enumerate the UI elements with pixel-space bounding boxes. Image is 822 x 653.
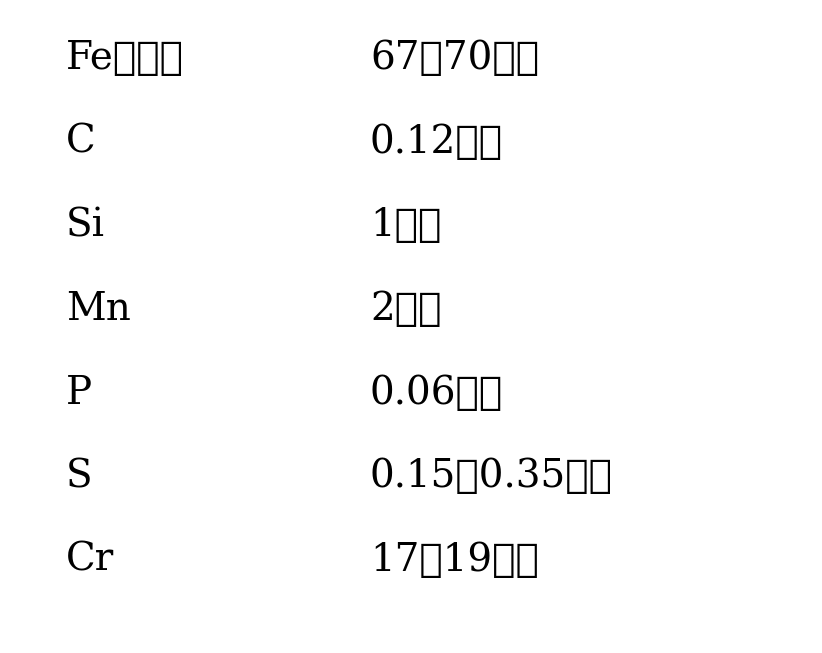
Text: Si: Si [66,208,104,244]
Text: S: S [66,458,92,495]
Text: Cr: Cr [66,542,114,579]
Text: 0.06％，: 0.06％， [370,375,503,411]
Text: 17～19％，: 17～19％， [370,542,538,579]
Text: 0.12％，: 0.12％， [370,124,503,161]
Text: Mn: Mn [66,291,131,328]
Text: 67～70％，: 67～70％， [370,40,539,77]
Text: P: P [66,375,92,411]
Text: 2％，: 2％， [370,291,441,328]
Text: Fe（约）: Fe（约） [66,40,184,77]
Text: C: C [66,124,95,161]
Text: 0.15～0.35％，: 0.15～0.35％， [370,458,613,495]
Text: 1％，: 1％， [370,208,441,244]
